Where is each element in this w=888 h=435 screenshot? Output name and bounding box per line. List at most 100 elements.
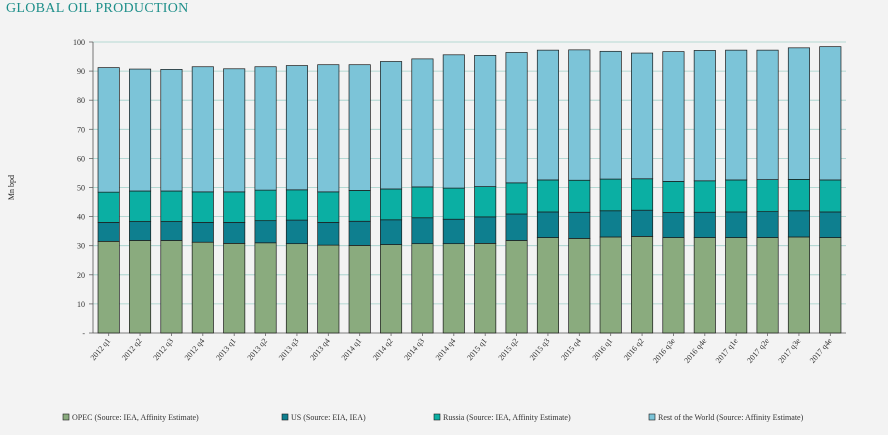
bar-segment <box>631 209 654 237</box>
bar-segment <box>411 217 434 245</box>
y-tick-label: 20 <box>77 271 85 280</box>
y-tick-label: 10 <box>77 300 85 309</box>
bar-segment <box>756 179 779 213</box>
x-tick-label: 2012 q1 <box>89 337 113 363</box>
legend-swatch <box>281 413 289 421</box>
bar-segment <box>693 180 716 213</box>
x-tick-label: 2016 q2 <box>622 337 646 363</box>
bar-segment <box>568 49 591 181</box>
y-tick-label: 60 <box>77 154 85 163</box>
legend-swatch <box>62 413 70 421</box>
bar-segment <box>568 179 591 213</box>
bar-segment <box>662 212 685 238</box>
y-tick-label: 100 <box>73 38 85 47</box>
bar-segment <box>191 66 214 193</box>
bar-segment <box>819 179 842 213</box>
bar-segment <box>474 243 497 334</box>
bar-segment <box>97 222 120 242</box>
bar-segment <box>536 179 559 213</box>
bar-segment <box>442 243 465 334</box>
bar-segment <box>97 191 120 223</box>
y-tick-label: 40 <box>77 213 85 222</box>
bar-segment <box>474 186 497 218</box>
bar-segment <box>348 245 371 334</box>
bar-segment <box>536 211 559 238</box>
bar-segment <box>505 240 528 334</box>
bar-segment <box>129 221 152 241</box>
bar-segment <box>285 243 308 334</box>
bar-segment <box>97 67 120 193</box>
bar-segment <box>599 178 622 212</box>
bar-segment <box>756 211 779 238</box>
bar-segment <box>223 68 246 193</box>
bar-segment <box>599 50 622 180</box>
bar-segment <box>693 237 716 334</box>
y-tick-label: 80 <box>77 96 85 105</box>
y-axis-label: Mn bpd <box>7 175 16 200</box>
bar-segment <box>819 211 842 238</box>
x-tick-label: 2012 q4 <box>183 337 207 363</box>
chart-title: GLOBAL OIL PRODUCTION <box>6 1 189 16</box>
bar-segment <box>191 191 214 223</box>
bar-segment <box>725 179 748 213</box>
bar-segment <box>285 219 308 245</box>
x-tick-label: 2013 q3 <box>277 337 301 363</box>
x-tick-label: 2016 q1 <box>591 337 615 363</box>
bar-segment <box>317 64 340 193</box>
bar-segment <box>662 51 685 182</box>
bar-segment <box>631 178 654 211</box>
bar-segment <box>380 188 403 221</box>
bar-segment <box>380 244 403 334</box>
x-tick-label: 2014 q1 <box>340 337 364 363</box>
bar-segment <box>505 213 528 241</box>
bar-segment <box>662 181 685 213</box>
legend-swatch <box>433 413 441 421</box>
bar-segment <box>662 237 685 334</box>
x-tick-label: 2017 q2e <box>745 336 771 365</box>
bar-segment <box>191 222 214 243</box>
bar-segment <box>474 216 497 244</box>
bar-segment <box>129 68 152 192</box>
x-tick-label: 2017 q3e <box>777 336 803 365</box>
x-tick-label: 2014 q2 <box>371 337 395 363</box>
bar-segment <box>787 210 810 238</box>
bar-segment <box>599 210 622 238</box>
bar-segment <box>536 237 559 334</box>
bar-segment <box>756 237 779 334</box>
bar-segment <box>693 50 716 182</box>
bar-segment <box>725 211 748 238</box>
x-tick-label: 2015 q2 <box>496 337 520 363</box>
legend-swatch <box>648 413 656 421</box>
y-tick-label: 90 <box>77 67 85 76</box>
bar-segment <box>442 54 465 189</box>
x-tick-label: 2014 q3 <box>402 337 426 363</box>
bar-segment <box>442 218 465 245</box>
bar-segment <box>160 69 183 192</box>
bar-segment <box>819 46 842 181</box>
y-tick-label: 70 <box>77 125 85 134</box>
x-tick-label: 2013 q2 <box>245 337 269 363</box>
bar-segment <box>317 191 340 223</box>
x-tick-label: 2012 q2 <box>120 337 144 363</box>
x-tick-label: 2013 q1 <box>214 337 238 363</box>
x-tick-label: 2015 q1 <box>465 337 489 363</box>
bar-segment <box>787 179 810 212</box>
bar-segment <box>631 52 654 180</box>
bar-segment <box>568 238 591 334</box>
bar-segment <box>223 191 246 223</box>
x-tick-label: 2014 q4 <box>434 337 458 363</box>
bar-segment <box>756 49 779 180</box>
bar-segment <box>129 190 152 222</box>
bar-segment <box>160 240 183 334</box>
bar-segment <box>819 237 842 334</box>
bar-segment <box>129 240 152 334</box>
y-tick-label: 30 <box>77 242 85 251</box>
legend-label: US (Source: EIA, IEA) <box>291 413 366 422</box>
bar-segment <box>348 220 371 246</box>
x-tick-label: 2016 q3e <box>651 336 677 365</box>
bar-segment <box>160 221 183 241</box>
bar-segment <box>631 236 654 334</box>
bar-segment <box>254 242 277 334</box>
bar-segment <box>254 189 277 222</box>
